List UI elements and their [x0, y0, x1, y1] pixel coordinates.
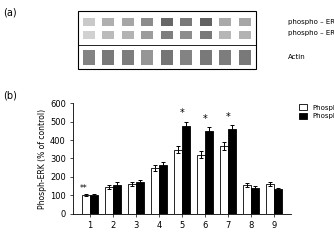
Text: phospho – ERK2: phospho – ERK2: [288, 30, 334, 36]
Bar: [159, 165, 167, 214]
Bar: [151, 168, 159, 214]
Bar: [219, 31, 231, 39]
Bar: [122, 18, 134, 26]
Bar: [83, 18, 95, 26]
Bar: [200, 50, 212, 65]
Bar: [197, 155, 205, 214]
Bar: [141, 18, 153, 26]
Bar: [141, 50, 153, 65]
Text: (a): (a): [3, 7, 17, 17]
Bar: [219, 18, 231, 26]
Bar: [141, 31, 153, 39]
Legend: Phospho-ERK1, Phospho-ERK2: Phospho-ERK1, Phospho-ERK2: [299, 104, 334, 119]
Bar: [239, 31, 251, 39]
Bar: [200, 18, 212, 26]
Bar: [113, 185, 121, 214]
Bar: [200, 31, 212, 39]
Bar: [83, 31, 95, 39]
Text: **: **: [79, 184, 87, 193]
Bar: [239, 18, 251, 26]
Bar: [219, 50, 231, 65]
Bar: [78, 10, 256, 69]
Y-axis label: Phosph-ERK (% of control): Phosph-ERK (% of control): [38, 108, 47, 208]
Bar: [122, 50, 134, 65]
Text: Actin: Actin: [288, 54, 306, 60]
Bar: [182, 126, 190, 214]
Bar: [239, 50, 251, 65]
Bar: [180, 18, 192, 26]
Bar: [161, 18, 173, 26]
Bar: [205, 131, 213, 214]
Bar: [161, 31, 173, 39]
Text: phospho – ERK 1: phospho – ERK 1: [288, 19, 334, 25]
Bar: [102, 18, 114, 26]
Text: *: *: [180, 108, 184, 118]
Bar: [102, 50, 114, 65]
Text: *: *: [203, 114, 207, 124]
Bar: [243, 185, 251, 214]
Bar: [90, 195, 98, 214]
Bar: [174, 150, 182, 214]
Bar: [83, 50, 95, 65]
Bar: [105, 187, 113, 214]
Bar: [128, 184, 136, 214]
Bar: [81, 195, 90, 214]
Text: *: *: [226, 112, 230, 122]
Bar: [102, 31, 114, 39]
Bar: [220, 146, 228, 214]
Bar: [122, 31, 134, 39]
Bar: [228, 129, 236, 214]
Bar: [275, 190, 283, 214]
Bar: [161, 50, 173, 65]
Text: (b): (b): [3, 91, 17, 101]
Bar: [180, 31, 192, 39]
Bar: [180, 50, 192, 65]
Bar: [136, 182, 144, 214]
Bar: [266, 184, 275, 214]
Bar: [251, 188, 260, 214]
